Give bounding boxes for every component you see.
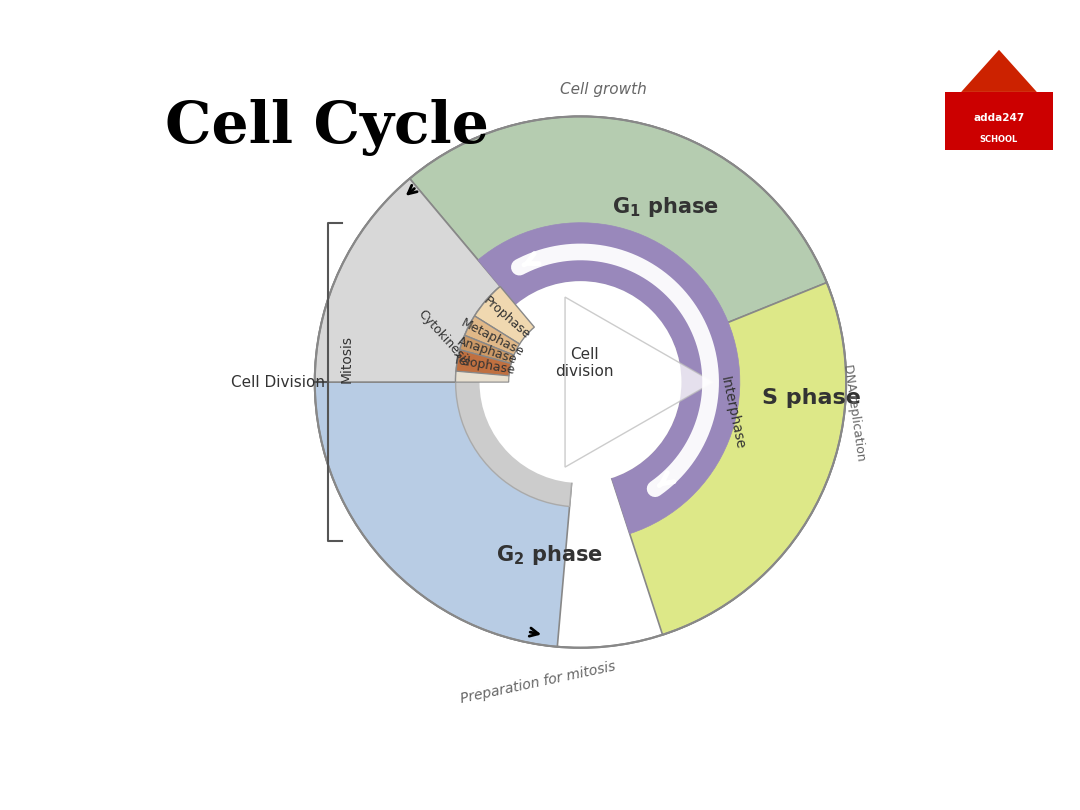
- Wedge shape: [456, 287, 580, 506]
- Text: SCHOOL: SCHOOL: [980, 134, 1018, 144]
- Text: $\mathbf{G_1}$ phase: $\mathbf{G_1}$ phase: [611, 194, 718, 219]
- Wedge shape: [580, 283, 846, 635]
- Wedge shape: [464, 316, 519, 356]
- Circle shape: [480, 281, 681, 483]
- Text: adda247: adda247: [973, 113, 1025, 123]
- Text: Cytokinesis: Cytokinesis: [416, 307, 473, 369]
- Circle shape: [314, 117, 846, 648]
- Text: Cell Cycle: Cell Cycle: [164, 100, 488, 156]
- Text: Metaphase: Metaphase: [459, 316, 527, 359]
- Text: Prophase: Prophase: [481, 294, 532, 341]
- Wedge shape: [474, 287, 535, 344]
- Text: Telophase: Telophase: [451, 353, 515, 377]
- Text: Cell growth: Cell growth: [561, 82, 647, 97]
- Text: Cell Division: Cell Division: [231, 374, 325, 390]
- Wedge shape: [478, 223, 740, 534]
- Text: S phase: S phase: [762, 387, 861, 407]
- Text: Mitosis: Mitosis: [340, 335, 353, 383]
- Text: Anaphase: Anaphase: [456, 335, 518, 367]
- Text: Preparation for mitosis: Preparation for mitosis: [459, 659, 617, 706]
- Wedge shape: [409, 117, 827, 382]
- Text: DNA replication: DNA replication: [841, 364, 867, 463]
- Polygon shape: [961, 50, 1037, 92]
- Text: Interphase: Interphase: [717, 375, 746, 450]
- Text: $\mathbf{G_2}$ phase: $\mathbf{G_2}$ phase: [496, 544, 603, 567]
- Wedge shape: [314, 382, 580, 646]
- Polygon shape: [565, 297, 713, 467]
- FancyBboxPatch shape: [945, 92, 1053, 150]
- Wedge shape: [456, 371, 509, 382]
- Wedge shape: [456, 350, 511, 376]
- Wedge shape: [460, 335, 514, 364]
- Text: Cell
division: Cell division: [555, 347, 613, 379]
- Wedge shape: [314, 178, 500, 382]
